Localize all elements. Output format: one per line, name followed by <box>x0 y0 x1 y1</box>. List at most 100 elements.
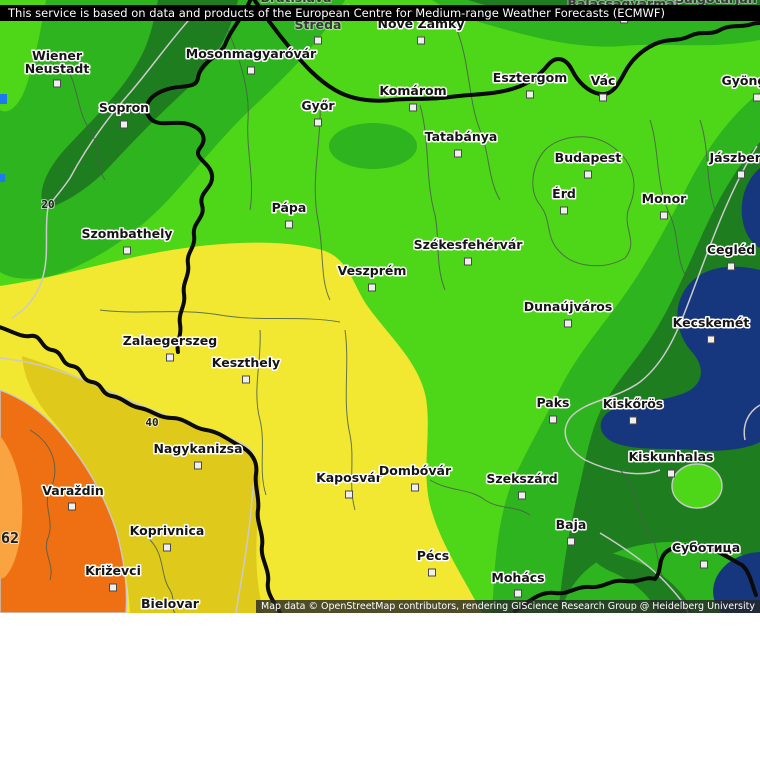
region-nw-medium-green <box>0 0 345 279</box>
region-navy-kecskemet <box>600 266 760 451</box>
city-marker <box>285 220 293 229</box>
legend-panel: Accumulated total precipitation (mm) Fro… <box>0 613 760 760</box>
city-marker <box>53 79 61 88</box>
country-borders <box>0 0 760 613</box>
city-label: Križevci <box>85 563 141 578</box>
city-marker <box>707 335 715 344</box>
city-marker <box>194 461 202 470</box>
city-marker <box>242 375 250 384</box>
city-marker <box>411 483 419 492</box>
city-label: Dombóvár <box>379 463 452 478</box>
city-label: Budapest <box>555 150 622 165</box>
contour-label: 20 <box>41 198 54 211</box>
city-marker <box>163 543 171 552</box>
city-marker <box>727 262 735 271</box>
city-marker <box>667 469 675 478</box>
city-marker <box>409 103 417 112</box>
city-label: Veszprém <box>338 263 407 278</box>
city-label: Jászberény <box>709 150 760 165</box>
city-marker <box>567 537 575 546</box>
city-label: Kecskemét <box>673 315 750 330</box>
city-label: Mosonmagyaróvár <box>186 46 317 61</box>
city-marker <box>737 170 745 179</box>
city-label: Gyöngyös <box>721 73 760 88</box>
city-marker <box>526 90 534 99</box>
city-label: Pápa <box>272 200 307 215</box>
city-label: Tatabánya <box>425 129 498 144</box>
city-label: Keszthely <box>212 355 280 370</box>
city-marker <box>700 560 708 569</box>
map-attribution: Map data © OpenStreetMap contributors, r… <box>256 600 760 613</box>
city-marker <box>345 490 353 499</box>
region-mid-oval <box>329 123 417 169</box>
contour-label: 62 <box>1 529 19 547</box>
city-marker <box>68 502 76 511</box>
region-blue-dot-1 <box>0 94 7 104</box>
city-label: Суботица <box>672 540 740 555</box>
city-marker <box>584 170 592 179</box>
city-label: Zalaegerszeg <box>123 333 217 348</box>
city-marker <box>368 283 376 292</box>
city-marker <box>564 319 572 328</box>
city-label: Nagykanizsa <box>153 441 242 456</box>
region-kiskunhalas-bright <box>671 463 723 509</box>
contour-labels-layer: 20 40 62 <box>0 197 160 548</box>
city-label: Cegléd <box>707 242 755 257</box>
city-label: Pécs <box>417 548 450 563</box>
city-label: Baja <box>556 517 587 532</box>
city-label: Esztergom <box>493 70 567 85</box>
city-label: Monor <box>642 191 688 206</box>
ecmwf-service-notice: This service is based on data and produc… <box>0 5 760 21</box>
city-marker <box>464 257 472 266</box>
city-marker <box>123 246 131 255</box>
region-nw-corner-bright <box>0 0 46 112</box>
city-label: Komárom <box>379 83 446 98</box>
city-label: Székesfehérvár <box>414 237 524 252</box>
city-label: Érd <box>552 186 576 201</box>
weather-map[interactable]: WienerNeustadtSopronMosonmagyaróvárDunaj… <box>0 0 760 613</box>
region-light-orange <box>0 436 23 579</box>
city-label: Kaposvár <box>316 470 383 485</box>
city-marker <box>109 583 117 592</box>
region-blue-dot-2 <box>0 174 5 182</box>
city-label: Győr <box>301 98 335 113</box>
city-marker <box>166 353 174 362</box>
city-label: Szekszárd <box>486 471 557 486</box>
city-label: Neustadt <box>25 61 90 76</box>
city-label: Wiener <box>32 48 83 63</box>
precipitation-map-canvas: WienerNeustadtSopronMosonmagyaróvárDunaj… <box>0 0 760 613</box>
city-marker <box>549 415 557 424</box>
city-label: Salgótarján <box>675 0 756 6</box>
city-marker <box>514 589 522 598</box>
contour-label: 40 <box>145 416 158 429</box>
city-marker <box>314 118 322 127</box>
city-marker <box>599 93 607 102</box>
city-label: Sopron <box>99 100 149 115</box>
city-marker <box>314 36 322 45</box>
city-label: Kiskunhalas <box>628 449 713 464</box>
region-navy-corner <box>713 552 760 613</box>
city-marker <box>629 416 637 425</box>
city-label: Paks <box>536 395 569 410</box>
city-marker <box>753 93 760 102</box>
region-sopron-dark-green <box>41 0 238 210</box>
city-label: Dunaújváros <box>524 299 613 314</box>
city-label: Koprivnica <box>130 523 205 538</box>
city-marker <box>417 36 425 45</box>
city-labels-layer: WienerNeustadtSopronMosonmagyaróvárDunaj… <box>23 0 760 613</box>
city-marker <box>247 66 255 75</box>
city-label: Szombathely <box>81 226 172 241</box>
region-orange <box>0 389 128 613</box>
city-marker <box>518 491 526 500</box>
city-marker <box>660 211 668 220</box>
city-label: Bielovar <box>141 596 200 611</box>
city-label: Mohács <box>491 570 544 585</box>
city-marker <box>454 149 462 158</box>
city-marker <box>560 206 568 215</box>
city-label: Vác <box>591 73 616 88</box>
region-navy-right-edge <box>741 168 760 248</box>
city-label: Varaždin <box>42 483 103 498</box>
city-label: Bratislava <box>260 0 331 5</box>
region-gold <box>22 356 264 613</box>
